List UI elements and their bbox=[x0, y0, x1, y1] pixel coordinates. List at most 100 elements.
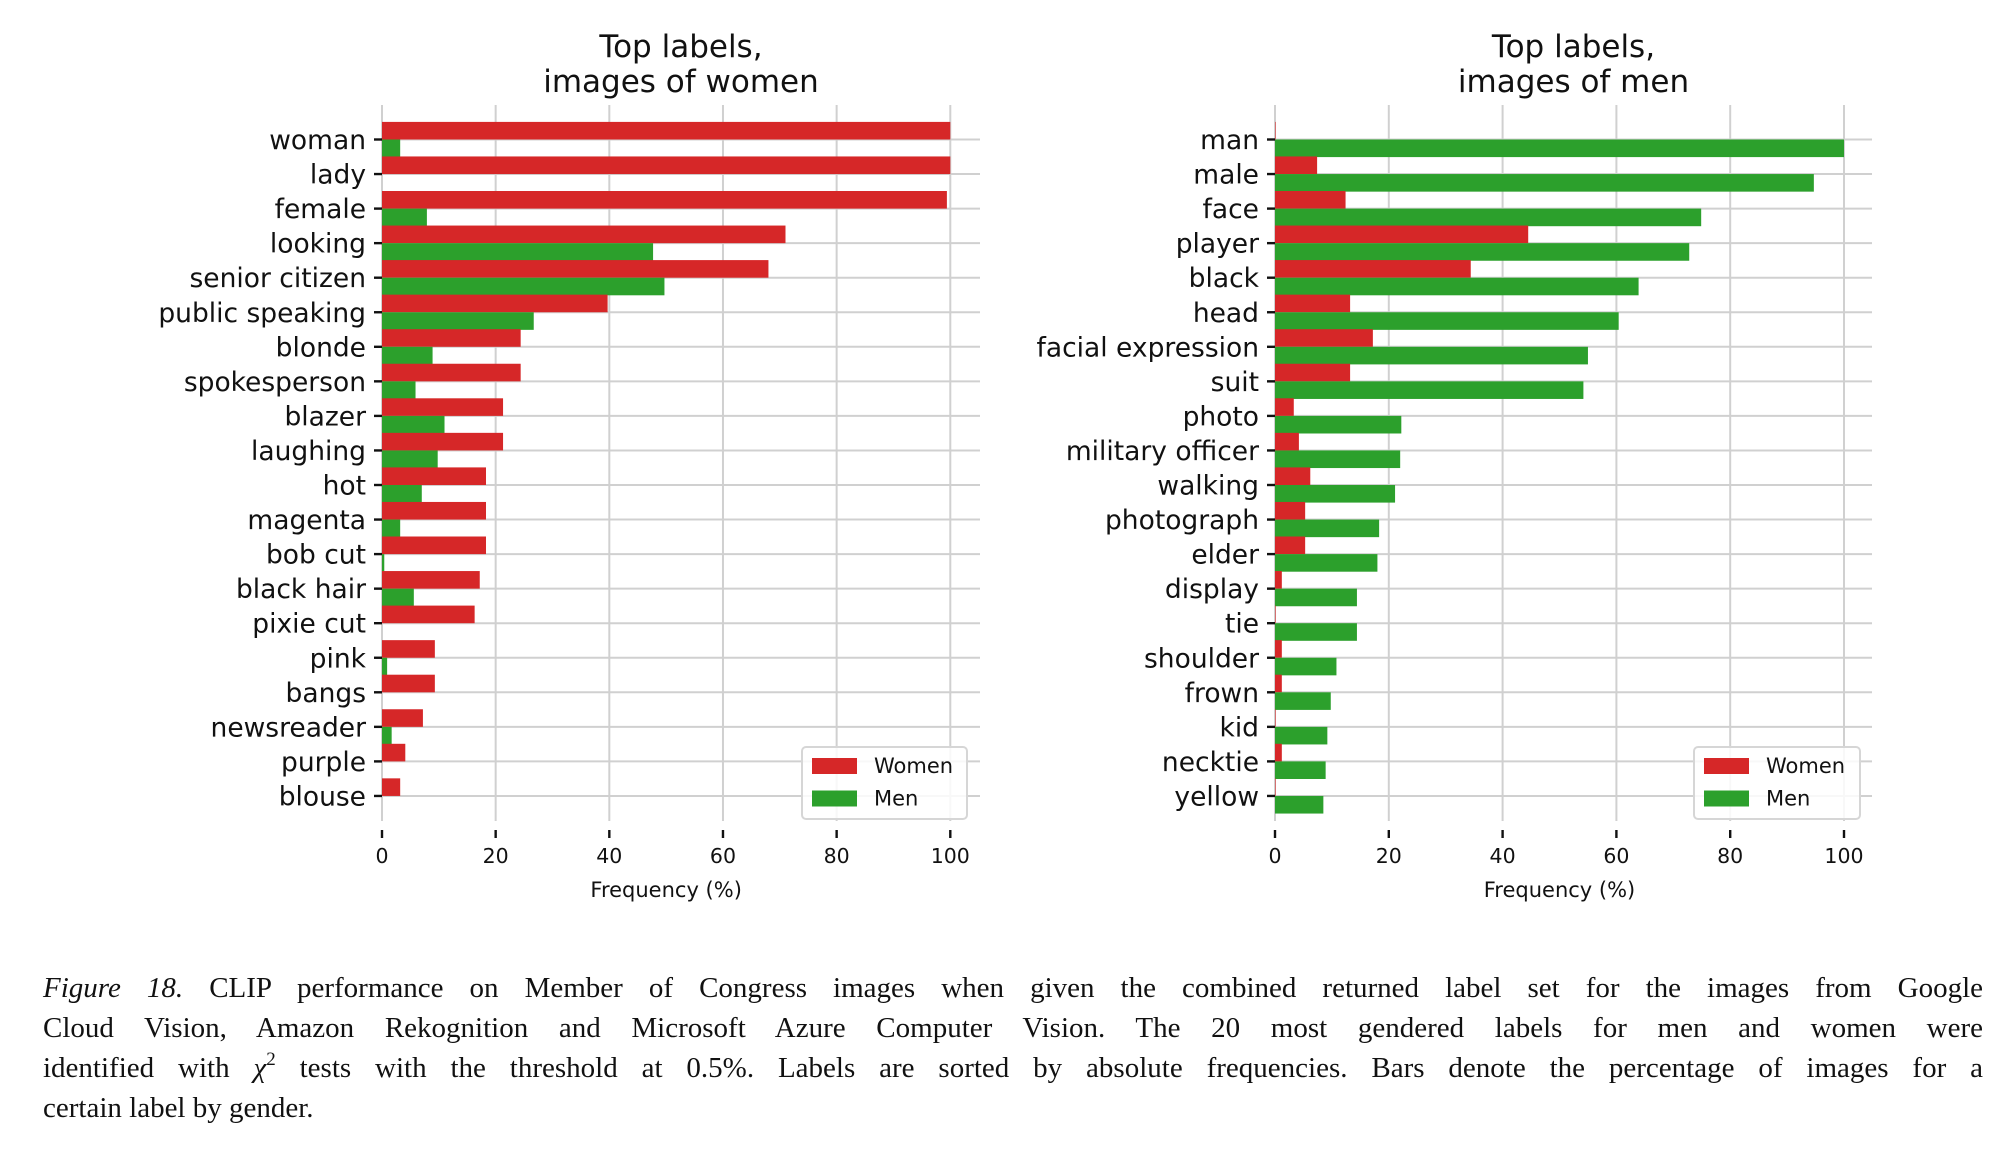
x-tick-label: 0 bbox=[1268, 844, 1281, 868]
bar-women bbox=[1275, 432, 1299, 451]
bar-men bbox=[382, 208, 427, 227]
bar-men bbox=[382, 312, 534, 330]
legend-label-men: Men bbox=[874, 787, 918, 811]
chart-title-line-2: images of men bbox=[1458, 64, 1689, 100]
y-tick-label: military officer bbox=[1066, 436, 1259, 467]
bar-women bbox=[382, 743, 406, 762]
bar-women bbox=[382, 536, 486, 555]
bar-men bbox=[382, 485, 422, 503]
bar-women bbox=[1275, 571, 1282, 589]
bar-men bbox=[382, 657, 388, 676]
bar-men bbox=[1275, 795, 1324, 814]
x-tick-label: 80 bbox=[824, 844, 850, 868]
legend-swatch-men bbox=[812, 790, 857, 807]
bar-men bbox=[382, 277, 665, 296]
bar-men bbox=[1275, 519, 1380, 538]
bar-women bbox=[382, 260, 769, 278]
legend-swatch-women bbox=[812, 758, 857, 774]
bar-women bbox=[382, 398, 504, 416]
legend-label-men: Men bbox=[1766, 787, 1810, 811]
bar-men bbox=[1275, 761, 1326, 779]
y-tick-label: tie bbox=[1225, 609, 1259, 640]
bar-men bbox=[382, 450, 438, 469]
y-tick-label: kid bbox=[1219, 712, 1259, 743]
x-tick-label: 20 bbox=[483, 844, 509, 868]
legend: Women Men bbox=[1693, 746, 1861, 820]
bar-women bbox=[382, 571, 480, 589]
x-tick-label: 40 bbox=[1490, 844, 1516, 868]
y-tick-label: blonde bbox=[276, 332, 366, 363]
caption-text-3a: identified with bbox=[43, 1052, 254, 1084]
bar-women bbox=[1275, 605, 1276, 624]
chart-men-top-labels: Top labels,images of men 0 20 40 60 80 100 man m… bbox=[1037, 29, 1872, 902]
x-tick-label: 40 bbox=[596, 844, 622, 868]
bar-women bbox=[1275, 225, 1529, 244]
bar-men bbox=[1275, 346, 1588, 365]
bar-women bbox=[1275, 536, 1306, 555]
y-tick-label: blouse bbox=[279, 781, 366, 812]
legend-swatch-women bbox=[1704, 758, 1749, 774]
bar-men bbox=[1275, 312, 1619, 330]
x-tick-label: 100 bbox=[1824, 844, 1863, 868]
y-tick-label: face bbox=[1203, 194, 1259, 225]
caption-text-3b: tests with the threshold at 0.5%. Labels… bbox=[275, 1052, 1983, 1084]
bar-men bbox=[1275, 485, 1396, 503]
y-tick-label: photograph bbox=[1105, 505, 1259, 536]
bar-men bbox=[1275, 450, 1401, 469]
y-tick-label: player bbox=[1176, 229, 1259, 260]
y-tick-label: hot bbox=[323, 471, 366, 502]
y-tick-label: shoulder bbox=[1144, 643, 1259, 674]
y-tick-label: bob cut bbox=[266, 540, 366, 571]
bar-women bbox=[1275, 121, 1276, 140]
y-tick-label: public speaking bbox=[158, 298, 366, 329]
y-tick-label: laughing bbox=[251, 436, 366, 467]
caption-line-3: identified with χ2 tests with the thresh… bbox=[43, 1048, 1983, 1088]
bar-women bbox=[1275, 260, 1471, 278]
bar-men bbox=[1275, 277, 1639, 296]
x-tick-label: 80 bbox=[1717, 844, 1743, 868]
legend: Women Men bbox=[801, 746, 968, 820]
caption-line-4: certain label by gender. bbox=[43, 1092, 314, 1124]
bar-women bbox=[1275, 778, 1276, 796]
bar-women bbox=[382, 294, 608, 313]
bar-women bbox=[382, 156, 951, 175]
bar-women bbox=[382, 709, 423, 727]
bar-women bbox=[382, 191, 947, 209]
caption-text-1: CLIP performance on Member of Congress i… bbox=[183, 972, 1983, 1004]
y-tick-label: bangs bbox=[286, 678, 366, 709]
y-tick-label: lady bbox=[310, 160, 366, 191]
y-tick-label: necktie bbox=[1162, 747, 1259, 778]
y-tick-label: newsreader bbox=[211, 712, 367, 743]
x-tick-label: 60 bbox=[1603, 844, 1629, 868]
chi-exponent: 2 bbox=[266, 1049, 276, 1070]
x-axis-label: Frequency (%) bbox=[1484, 878, 1636, 902]
bar-men bbox=[1275, 554, 1378, 572]
y-tick-label: black bbox=[1189, 263, 1260, 294]
bar-men bbox=[1275, 588, 1357, 607]
bar-women bbox=[1275, 743, 1282, 762]
bar-men bbox=[1275, 381, 1584, 399]
chart-title-line-2: images of women bbox=[543, 64, 819, 100]
bar-men bbox=[1275, 139, 1844, 158]
y-tick-label: man bbox=[1200, 125, 1259, 156]
bar-women bbox=[1275, 640, 1282, 658]
y-tick-label: yellow bbox=[1174, 781, 1259, 812]
bar-men bbox=[1275, 726, 1328, 745]
y-tick-label: spokesperson bbox=[184, 367, 366, 398]
caption-line-2: Cloud Vision, Amazon Rekognition and Mic… bbox=[43, 1012, 1983, 1044]
y-tick-label: woman bbox=[269, 125, 366, 156]
bar-women bbox=[382, 363, 521, 382]
bar-men bbox=[382, 346, 433, 365]
y-tick-label: head bbox=[1193, 298, 1259, 329]
figure-caption: Figure 18. CLIP performance on Member of… bbox=[43, 968, 1983, 1128]
bar-women bbox=[382, 121, 951, 140]
bar-men bbox=[382, 415, 445, 434]
chart-women-top-labels: Top labels,images of women 0 20 40 60 80 100 wo… bbox=[158, 29, 980, 902]
bar-women bbox=[382, 605, 475, 624]
bar-men bbox=[382, 139, 401, 158]
bar-men bbox=[382, 243, 654, 261]
bar-women bbox=[382, 674, 435, 693]
legend-label-women: Women bbox=[1766, 754, 1845, 778]
bar-men bbox=[382, 588, 414, 607]
bar-women bbox=[1275, 329, 1373, 347]
